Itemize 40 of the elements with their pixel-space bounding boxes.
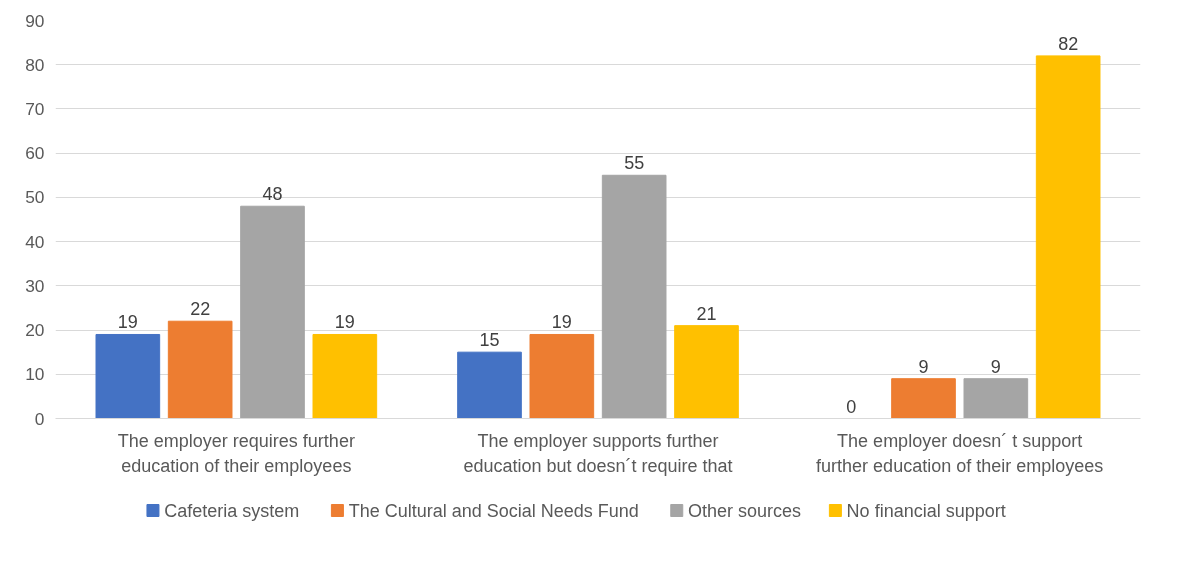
y-tick-label: 0 (34, 408, 45, 429)
bar (529, 333, 595, 419)
y-tick-label: 50 (25, 187, 45, 208)
bar (1035, 55, 1101, 419)
bar (674, 325, 739, 419)
bar (95, 333, 161, 419)
bar (167, 320, 233, 419)
data-label: 82 (1058, 33, 1079, 54)
y-tick-label: 90 (25, 10, 45, 31)
data-label: 15 (479, 330, 500, 351)
bar (891, 378, 956, 419)
data-label: 19 (334, 312, 355, 333)
data-label: 48 (262, 184, 283, 205)
bar (240, 205, 305, 419)
bar (457, 351, 522, 419)
legend-label: The Cultural and Social Needs Fund (348, 500, 639, 521)
bar (601, 174, 667, 419)
data-label: 21 (696, 303, 717, 324)
x-tick-label: The employer doesn´ t support further education of their employees (816, 430, 1104, 476)
data-label: 0 (846, 396, 857, 417)
data-label: 9 (918, 356, 929, 377)
y-tick-label: 20 (25, 320, 45, 341)
data-label: 22 (190, 299, 211, 320)
legend-label: Other sources (687, 500, 802, 521)
y-tick-label: 70 (25, 98, 45, 119)
data-label: 55 (624, 153, 645, 174)
data-label: 19 (551, 312, 572, 333)
legend-label: Cafeteria system (164, 500, 300, 521)
data-label: 19 (117, 312, 138, 333)
data-label: 9 (990, 356, 1001, 377)
y-tick-label: 30 (25, 275, 45, 296)
y-tick-label: 60 (25, 143, 45, 164)
y-tick-label: 10 (25, 364, 45, 385)
y-tick-label: 80 (25, 54, 45, 75)
x-tick-label: The employer requires further education of their employees (117, 430, 355, 476)
x-tick-label: The employer supports further education but doesn´t require that (463, 430, 733, 476)
y-tick-label: 40 (25, 231, 45, 252)
bar (963, 378, 1029, 419)
bar (312, 333, 378, 419)
legend-label: No financial support (846, 500, 1006, 521)
